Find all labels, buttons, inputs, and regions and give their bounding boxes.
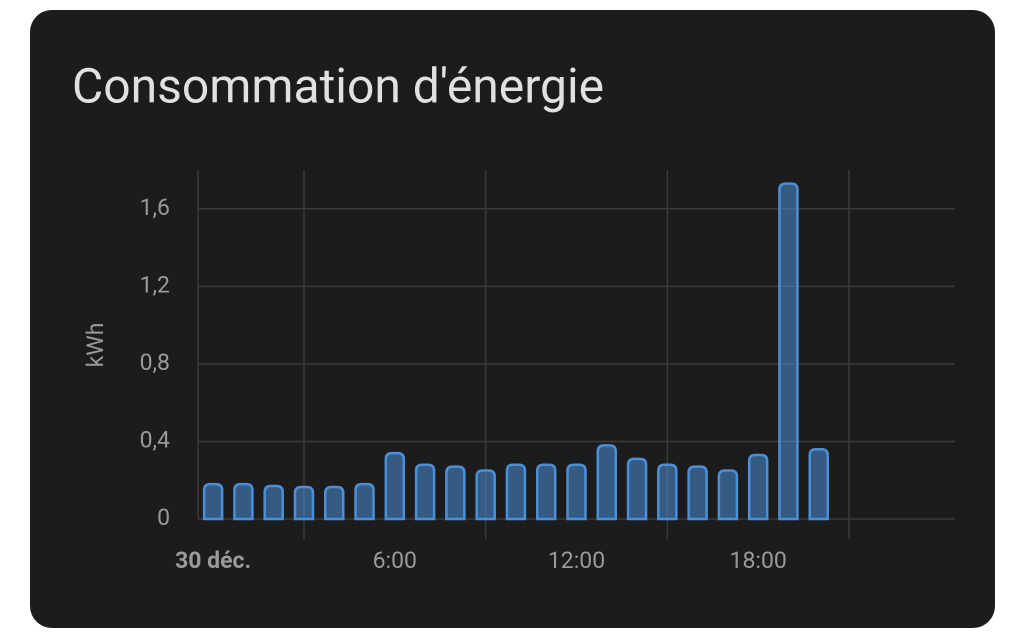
bar [566, 463, 587, 521]
bar [293, 485, 315, 521]
bar [717, 469, 739, 521]
x-tick-label: 30 déc. [175, 547, 251, 574]
bar [354, 482, 375, 521]
bar [626, 457, 648, 521]
y-tick-label: 0,4 [140, 427, 170, 454]
chart-title: Consommation d'énergie [72, 58, 604, 115]
bar [202, 482, 224, 521]
x-tick-label: 18:00 [730, 547, 787, 574]
bar [445, 465, 466, 521]
bar [778, 182, 799, 521]
bar [505, 463, 527, 521]
bar [747, 453, 769, 521]
bar [808, 447, 829, 521]
y-axis-label: kWh [82, 323, 109, 368]
bar [263, 484, 284, 521]
y-tick-label: 1,2 [140, 271, 170, 298]
y-tick-label: 1,6 [140, 194, 170, 221]
bar [657, 463, 678, 521]
bar [384, 451, 406, 521]
x-tick-label: 6:00 [373, 547, 417, 574]
bar [233, 482, 254, 521]
bar [324, 485, 345, 521]
bar [535, 463, 557, 521]
bar [475, 469, 496, 521]
bar [596, 444, 618, 521]
bar [414, 463, 436, 521]
bar [687, 465, 708, 521]
y-tick-label: 0 [157, 504, 170, 531]
y-tick-label: 0,8 [140, 349, 170, 376]
x-tick-label: 12:00 [548, 547, 605, 574]
